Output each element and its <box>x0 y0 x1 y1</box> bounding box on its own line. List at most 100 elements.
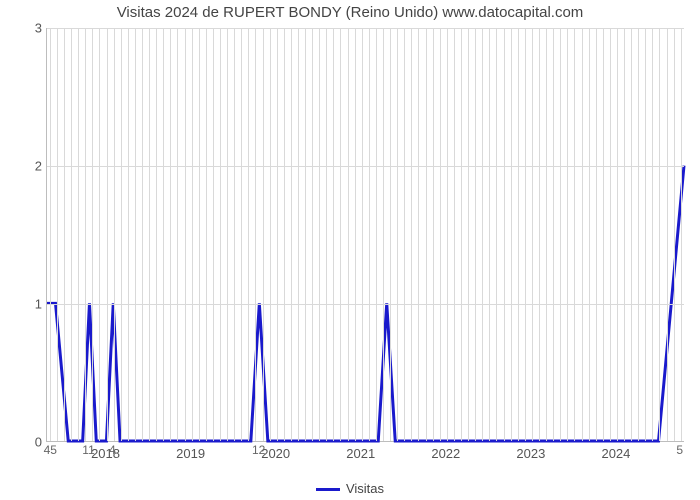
gridline-v <box>553 28 554 441</box>
gridline-v <box>362 28 363 441</box>
x-tick-label: 2022 <box>431 446 460 461</box>
gridline-v <box>504 28 505 441</box>
gridline-v <box>99 28 100 441</box>
gridline-v <box>319 28 320 441</box>
x-tick-label: 2020 <box>261 446 290 461</box>
x-value-label: 5 <box>676 443 683 457</box>
gridline-v <box>163 28 164 441</box>
gridline-v <box>546 28 547 441</box>
gridline-v <box>206 28 207 441</box>
gridline-v <box>440 28 441 441</box>
gridline-v <box>369 28 370 441</box>
gridline-v <box>659 28 660 441</box>
gridline-v <box>135 28 136 441</box>
legend: Visitas <box>0 481 700 496</box>
gridline-v <box>426 28 427 441</box>
gridline-v <box>270 28 271 441</box>
gridline-v <box>305 28 306 441</box>
gridline-v <box>674 28 675 441</box>
gridline-v <box>567 28 568 441</box>
gridline-v <box>248 28 249 441</box>
gridline-v <box>433 28 434 441</box>
gridline-v <box>64 28 65 441</box>
gridline-v <box>114 28 115 441</box>
gridline-v <box>355 28 356 441</box>
gridline-v <box>589 28 590 441</box>
gridline-v <box>447 28 448 441</box>
gridline-v <box>185 28 186 441</box>
gridline-v <box>220 28 221 441</box>
gridline-v <box>348 28 349 441</box>
gridline-v <box>92 28 93 441</box>
x-value-label: 11 <box>82 443 94 457</box>
gridline-v <box>603 28 604 441</box>
gridline-v <box>638 28 639 441</box>
gridline-v <box>277 28 278 441</box>
gridline-v <box>142 28 143 441</box>
gridline-v <box>50 28 51 441</box>
gridline-v <box>518 28 519 441</box>
gridline-v <box>411 28 412 441</box>
gridline-v <box>85 28 86 441</box>
gridline-v <box>390 28 391 441</box>
gridline-v <box>681 28 682 441</box>
gridline-v <box>454 28 455 441</box>
gridline-v <box>418 28 419 441</box>
gridline-v <box>312 28 313 441</box>
gridline-v <box>511 28 512 441</box>
x-tick-label: 2021 <box>346 446 375 461</box>
gridline-v <box>149 28 150 441</box>
gridline-v <box>156 28 157 441</box>
gridline-v <box>241 28 242 441</box>
x-value-label: 12 <box>252 443 265 457</box>
gridline-v <box>227 28 228 441</box>
x-value-label: 45 <box>44 443 57 457</box>
gridline-v <box>610 28 611 441</box>
y-tick-label: 3 <box>6 21 42 36</box>
gridline-v <box>468 28 469 441</box>
gridline-v <box>284 28 285 441</box>
gridline-v <box>667 28 668 441</box>
gridline-v <box>255 28 256 441</box>
gridline-v <box>177 28 178 441</box>
gridline-v <box>326 28 327 441</box>
gridline-v <box>376 28 377 441</box>
gridline-v <box>482 28 483 441</box>
y-tick-label: 0 <box>6 435 42 450</box>
gridline-v <box>170 28 171 441</box>
gridline-v <box>404 28 405 441</box>
gridline-v <box>383 28 384 441</box>
gridline-v <box>645 28 646 441</box>
gridline-v <box>78 28 79 441</box>
gridline-v <box>57 28 58 441</box>
x-value-label: 4 <box>109 443 116 457</box>
gridline-v <box>263 28 264 441</box>
gridline-v <box>475 28 476 441</box>
gridline-v <box>461 28 462 441</box>
gridline-v <box>560 28 561 441</box>
gridline-v <box>71 28 72 441</box>
chart-title: Visitas 2024 de RUPERT BONDY (Reino Unid… <box>0 4 700 21</box>
gridline-v <box>532 28 533 441</box>
gridline-v <box>340 28 341 441</box>
gridline-v <box>199 28 200 441</box>
gridline-v <box>582 28 583 441</box>
x-tick-label: 2023 <box>516 446 545 461</box>
gridline-v <box>121 28 122 441</box>
gridline-v <box>192 28 193 441</box>
gridline-v <box>234 28 235 441</box>
gridline-v <box>496 28 497 441</box>
y-tick-label: 2 <box>6 159 42 174</box>
gridline-v <box>107 28 108 441</box>
gridline-v <box>333 28 334 441</box>
gridline-v <box>298 28 299 441</box>
y-tick-label: 1 <box>6 297 42 312</box>
gridline-v <box>397 28 398 441</box>
gridline-v <box>128 28 129 441</box>
gridline-v <box>574 28 575 441</box>
gridline-v <box>213 28 214 441</box>
gridline-v <box>652 28 653 441</box>
gridline-v <box>617 28 618 441</box>
gridline-v <box>624 28 625 441</box>
legend-swatch <box>316 488 340 491</box>
